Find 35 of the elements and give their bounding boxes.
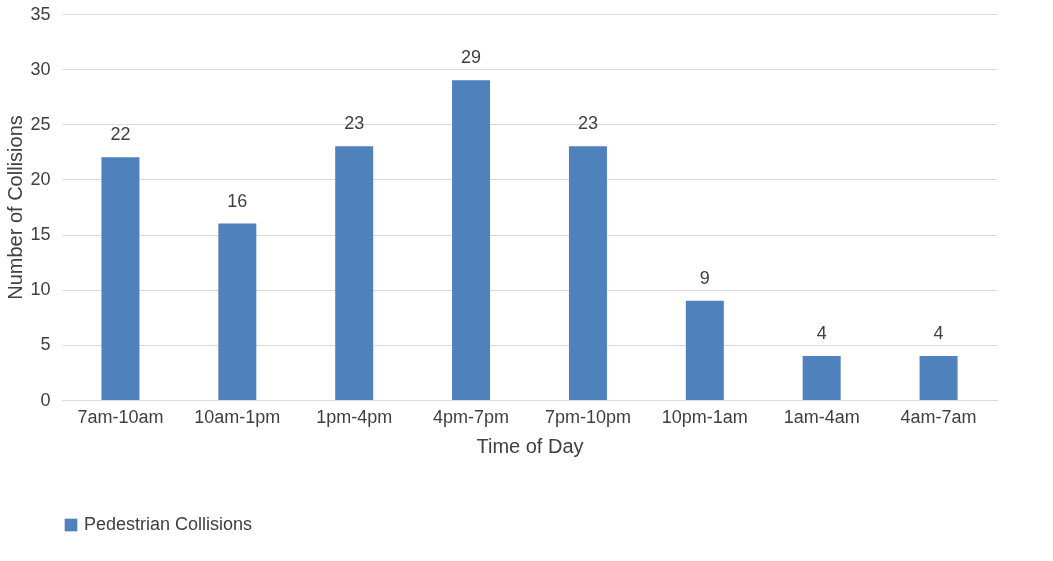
data-label: 4 (933, 322, 944, 343)
data-label: 16 (227, 190, 248, 211)
data-label: 29 (461, 47, 482, 68)
x-tick-label: 1pm-4pm (316, 406, 393, 427)
y-tick-label: 25 (30, 113, 51, 134)
y-tick-label: 15 (30, 224, 51, 245)
bar (568, 146, 607, 400)
x-axis-title: Time of Day (476, 434, 584, 457)
y-tick-label: 10 (30, 279, 51, 300)
x-tick-label: 4pm-7pm (433, 406, 510, 427)
y-tick-label: 0 (40, 389, 51, 410)
x-tick-label: 7pm-10pm (544, 406, 631, 427)
y-axis-title: Number of Collisions (4, 115, 27, 300)
bar (452, 80, 491, 400)
x-tick-label: 1am-4am (783, 406, 860, 427)
x-tick-label: 10am-1pm (194, 406, 281, 427)
data-label: 4 (816, 322, 827, 343)
x-tick-label: 10pm-1am (661, 406, 748, 427)
y-tick-label: 30 (30, 58, 51, 79)
legend-label: Pedestrian Collisions (84, 514, 253, 534)
bar (685, 300, 724, 400)
y-tick-label: 20 (30, 168, 51, 189)
bar (335, 146, 374, 400)
data-label: 23 (577, 113, 598, 134)
data-label: 9 (699, 267, 710, 288)
bar (218, 223, 257, 400)
y-tick-label: 35 (30, 3, 51, 24)
data-label: 22 (110, 124, 131, 145)
data-label: 23 (344, 113, 365, 134)
x-tick-label: 4am-7am (900, 406, 977, 427)
bar (101, 157, 140, 400)
bar (802, 355, 841, 400)
x-tick-label: 7am-10am (77, 406, 164, 427)
bar (919, 355, 958, 400)
y-tick-label: 5 (40, 334, 51, 355)
